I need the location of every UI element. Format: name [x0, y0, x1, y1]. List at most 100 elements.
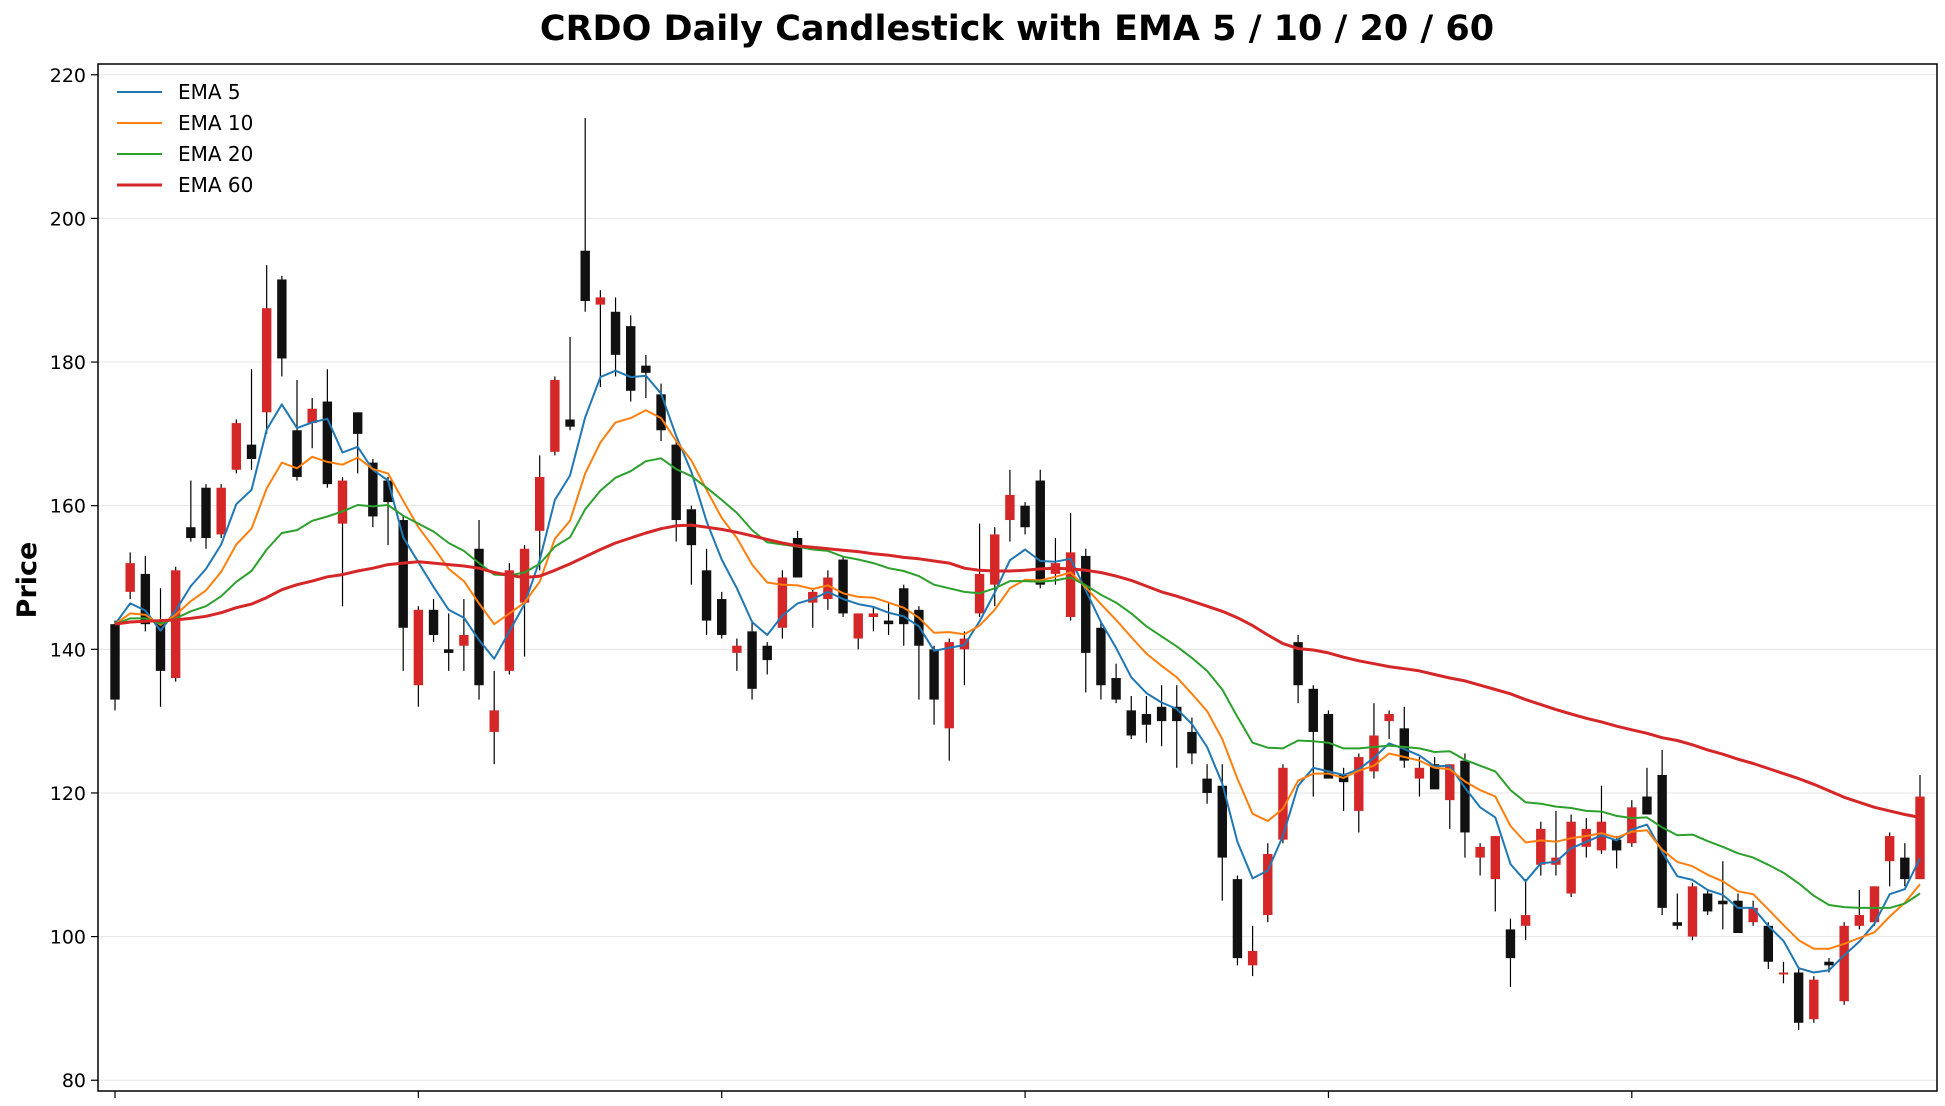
candle-body — [610, 311, 621, 355]
candle-body — [428, 609, 439, 635]
candle-body — [1156, 706, 1167, 722]
candles — [110, 117, 1925, 1030]
candle-body — [1702, 893, 1713, 912]
candle-body — [838, 559, 848, 614]
candle-body — [504, 570, 515, 671]
candle-body — [550, 380, 560, 452]
candle-body — [868, 613, 879, 617]
legend: EMA 5 EMA 10 EMA 20 EMA 60 — [117, 80, 253, 197]
candle-body — [1247, 950, 1258, 966]
ema-5-line — [114, 369, 1921, 974]
legend-label-ema-20: EMA 20 — [178, 142, 253, 166]
candle-body — [307, 408, 317, 424]
candle-body — [140, 573, 151, 625]
candle-body — [686, 509, 697, 546]
candle-body — [1096, 627, 1106, 686]
ema-60-line — [114, 523, 1921, 819]
candle-body — [1217, 785, 1227, 858]
candle-body — [1035, 480, 1045, 585]
candle-body — [580, 250, 590, 301]
candle-body — [459, 634, 469, 646]
candle-body — [186, 527, 196, 538]
candle-body — [626, 326, 636, 391]
candle-body — [231, 423, 242, 470]
candle-body — [277, 279, 287, 359]
y-tick-label: 120 — [50, 783, 86, 805]
candle-body — [990, 534, 1000, 585]
candle-body — [565, 419, 575, 427]
candle-body — [1445, 764, 1455, 801]
y-tick-label: 160 — [50, 496, 86, 518]
grid-lines — [98, 74, 1937, 1081]
candle-body — [1414, 767, 1425, 779]
y-tick-label: 140 — [50, 639, 86, 661]
candle-body — [1232, 879, 1243, 959]
candle-body — [1900, 857, 1910, 880]
candle-body — [1172, 706, 1182, 722]
candle-body — [1399, 728, 1409, 761]
candle-body — [1884, 836, 1895, 862]
legend-label-ema-10: EMA 10 — [178, 111, 253, 135]
candle-body — [1278, 767, 1288, 840]
candle-body — [1293, 642, 1303, 686]
candle-body — [322, 401, 333, 485]
candle-body — [1005, 494, 1015, 521]
candle-body — [1520, 915, 1531, 926]
y-tick-label: 220 — [50, 65, 86, 87]
candle-body — [398, 520, 408, 628]
candle-body — [1718, 900, 1728, 905]
y-tick-label: 200 — [50, 208, 86, 230]
candle-body — [792, 538, 803, 578]
candle-body — [1778, 972, 1789, 975]
candle-body — [1687, 886, 1698, 937]
candle-body — [671, 444, 681, 521]
candle-body — [762, 645, 772, 661]
candle-body — [1566, 821, 1576, 894]
candle-body — [929, 649, 939, 700]
candle-body — [1369, 735, 1379, 772]
candle-body — [777, 577, 788, 628]
candle-body — [1611, 839, 1622, 851]
candle-body — [1672, 922, 1683, 926]
y-tick-label: 100 — [50, 927, 86, 949]
plot-frame — [97, 63, 1938, 1092]
candle-body — [717, 599, 727, 635]
y-axis-ticks: 80 100 120 140 160 180 200 220 — [50, 65, 98, 1092]
candle-body — [883, 620, 894, 625]
candle-body — [1581, 828, 1592, 847]
candle-body — [1323, 713, 1334, 779]
candle-body — [125, 563, 135, 592]
candle-body — [1384, 713, 1394, 722]
candle-body — [1657, 775, 1667, 908]
candle-body — [474, 548, 484, 686]
chart-title: CRDO Daily Candlestick with EMA 5 / 10 /… — [540, 9, 1494, 49]
ema-20-line — [114, 457, 1921, 909]
legend-label-ema-5: EMA 5 — [178, 80, 241, 104]
candle-body — [1081, 555, 1091, 653]
candle-body — [1202, 778, 1212, 793]
candle-body — [747, 631, 757, 689]
candle-body — [1809, 979, 1819, 1020]
candle-body — [535, 476, 545, 531]
candle-body — [489, 710, 499, 732]
candle-body — [110, 624, 120, 700]
candle-body — [1854, 915, 1865, 926]
candle-body — [853, 613, 863, 639]
candle-body — [261, 308, 272, 413]
candle-body — [1475, 846, 1485, 858]
candle-body — [1824, 961, 1834, 966]
candle-body — [1111, 678, 1121, 700]
candle-body — [656, 394, 666, 431]
candle-body — [641, 365, 651, 373]
candle-body — [170, 570, 181, 679]
y-tick-label: 180 — [50, 352, 86, 374]
candle-body — [1642, 796, 1652, 815]
candle-body — [899, 588, 909, 625]
candle-body — [1733, 900, 1743, 933]
candle-body — [383, 480, 393, 503]
legend-label-ema-60: EMA 60 — [178, 173, 253, 197]
candle-body — [1429, 764, 1440, 790]
candle-body — [1141, 713, 1152, 725]
